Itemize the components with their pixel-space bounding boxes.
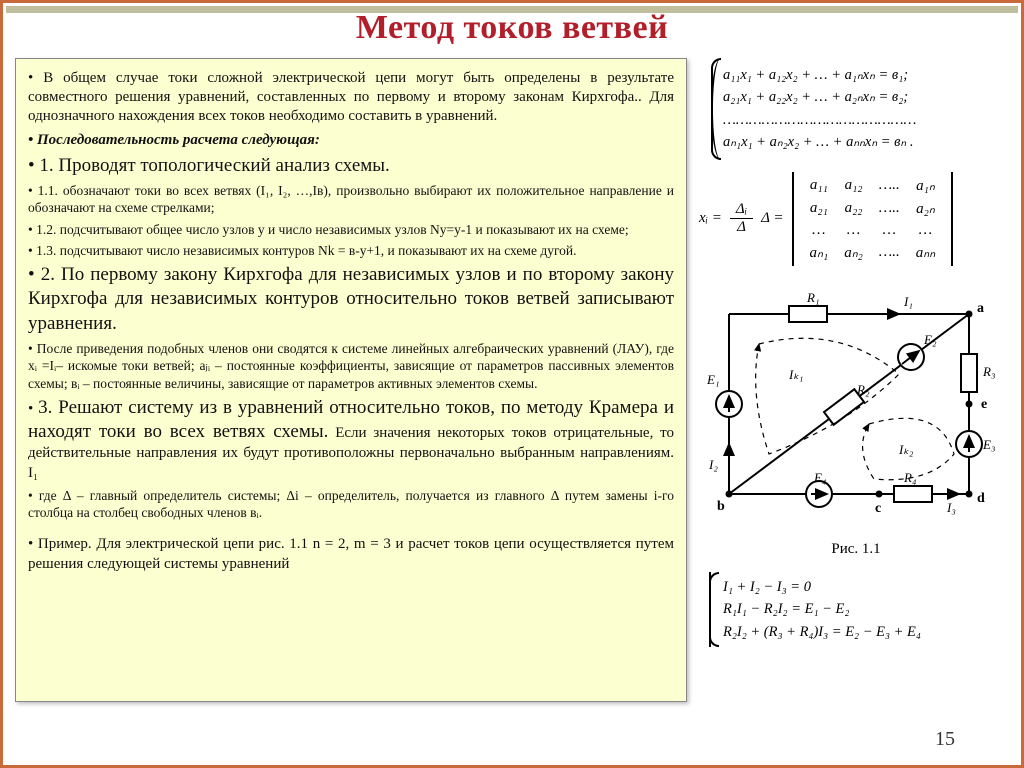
node-e: e	[981, 397, 987, 412]
lbl-R1: R₁	[806, 290, 819, 305]
delta-note: где Δ – главный определитель системы; Δi…	[28, 487, 674, 522]
main-text-box: В общем случае токи сложной электрическо…	[15, 58, 687, 702]
lbl-E2: E₂	[923, 332, 937, 347]
cramer-lhs: xᵢ =	[699, 210, 722, 227]
determinant: a₁₁a₁₂…..a₁ₙ a₂₁a₂₂…..a₂ₙ ………… aₙ₁aₙ₂…..…	[792, 172, 954, 266]
node-b: b	[717, 499, 725, 514]
para-intro: В общем случае токи сложной электрическо…	[28, 69, 674, 127]
example-para: Пример. Для электрической цепи рис. 1.1 …	[28, 535, 674, 573]
node-a: a	[977, 301, 984, 316]
node-d: d	[977, 491, 985, 506]
slide-page: Метод токов ветвей В общем случае токи с…	[0, 0, 1024, 768]
circuit-caption: Рис. 1.1	[699, 541, 1013, 558]
lbl-I1: I₁	[903, 294, 913, 309]
lbl-E1: E₁	[706, 372, 719, 387]
circuit-diagram: R₁ R₂ R₃ R₄ E₁ E₂ E₃ E₄ I₁ I₂ I₃ Iₖ₁ Iₖ₂…	[699, 284, 999, 534]
lbl-I2: I₂	[708, 457, 718, 472]
spacer	[28, 525, 674, 531]
cramer-formula: xᵢ = Δᵢ Δ Δ = a₁₁a₁₂…..a₁ₙ a₂₁a₂₂…..a₂ₙ …	[699, 172, 1013, 266]
cramer-num: Δᵢ	[730, 201, 753, 219]
sys2-line2: R₁I₁ − R₂I₂ = E₁ − E₂	[723, 598, 1009, 620]
determinant-table: a₁₁a₁₂…..a₁ₙ a₂₁a₂₂…..a₂ₙ ………… aₙ₁aₙ₂…..…	[802, 174, 944, 264]
step-1-1: 1.1. обозначают токи во всех ветвях (I₁,…	[28, 182, 674, 217]
lbl-Ik2: Iₖ₂	[898, 442, 914, 457]
cramer-delta-eq: Δ =	[761, 210, 783, 227]
sys1-line4: aₙ₁x₁ + aₙ₂x₂ + … + aₙₙxₙ = вₙ .	[723, 131, 1009, 153]
equation-system-2: I₁ + I₂ − I₃ = 0 R₁I₁ − R₂I₂ = E₁ − E₂ R…	[709, 572, 1013, 647]
cramer-den: Δ	[731, 219, 752, 236]
right-column: a₁₁x₁ + a₁₂x₂ + … + a₁ₙxₙ = в₁; a₂₁x₁ + …	[699, 58, 1013, 758]
lbl-E4: E₄	[813, 470, 827, 485]
page-number: 15	[935, 728, 955, 751]
equation-system-1: a₁₁x₁ + a₁₂x₂ + … + a₁ₙxₙ = в₁; a₂₁x₁ + …	[711, 58, 1013, 160]
lbl-R2: R₂	[856, 382, 870, 397]
sys2-line1: I₁ + I₂ − I₃ = 0	[723, 576, 1009, 598]
lbl-R4: R₄	[903, 470, 917, 485]
sys1-line3: ………………………………………	[723, 109, 1009, 131]
step-3: • 3. Решают систему из в уравнений относ…	[28, 396, 674, 483]
lbl-E3: E₃	[982, 437, 995, 452]
sys1-line1: a₁₁x₁ + a₁₂x₂ + … + a₁ₙxₙ = в₁;	[723, 64, 1009, 86]
step-2: 2. По первому закону Кирхгофа для незави…	[28, 263, 674, 336]
node-c: c	[875, 501, 881, 516]
lbl-Ik1: Iₖ₁	[788, 367, 803, 382]
para-sequence-heading: Последовательность расчета следующая:	[28, 131, 674, 150]
cramer-fraction: Δᵢ Δ	[730, 201, 753, 236]
step-2-note: После приведения подобных членов они сво…	[28, 340, 674, 392]
lbl-I3: I₃	[946, 500, 956, 515]
sys1-line2: a₂₁x₁ + a₂₂x₂ + … + a₂ₙxₙ = в₂;	[723, 86, 1009, 108]
sys2-line3: R₂I₂ + (R₃ + R₄)I₃ = E₂ − E₃ + E₄	[723, 621, 1009, 643]
step-1: 1. Проводят топологический анализ схемы.	[28, 154, 674, 178]
step-1-2: 1.2. подсчитывают общее число узлов у и …	[28, 221, 674, 238]
slide-title: Метод токов ветвей	[3, 9, 1021, 47]
step-1-3: 1.3. подсчитывают число независимых конт…	[28, 242, 674, 259]
lbl-R3: R₃	[982, 364, 995, 379]
